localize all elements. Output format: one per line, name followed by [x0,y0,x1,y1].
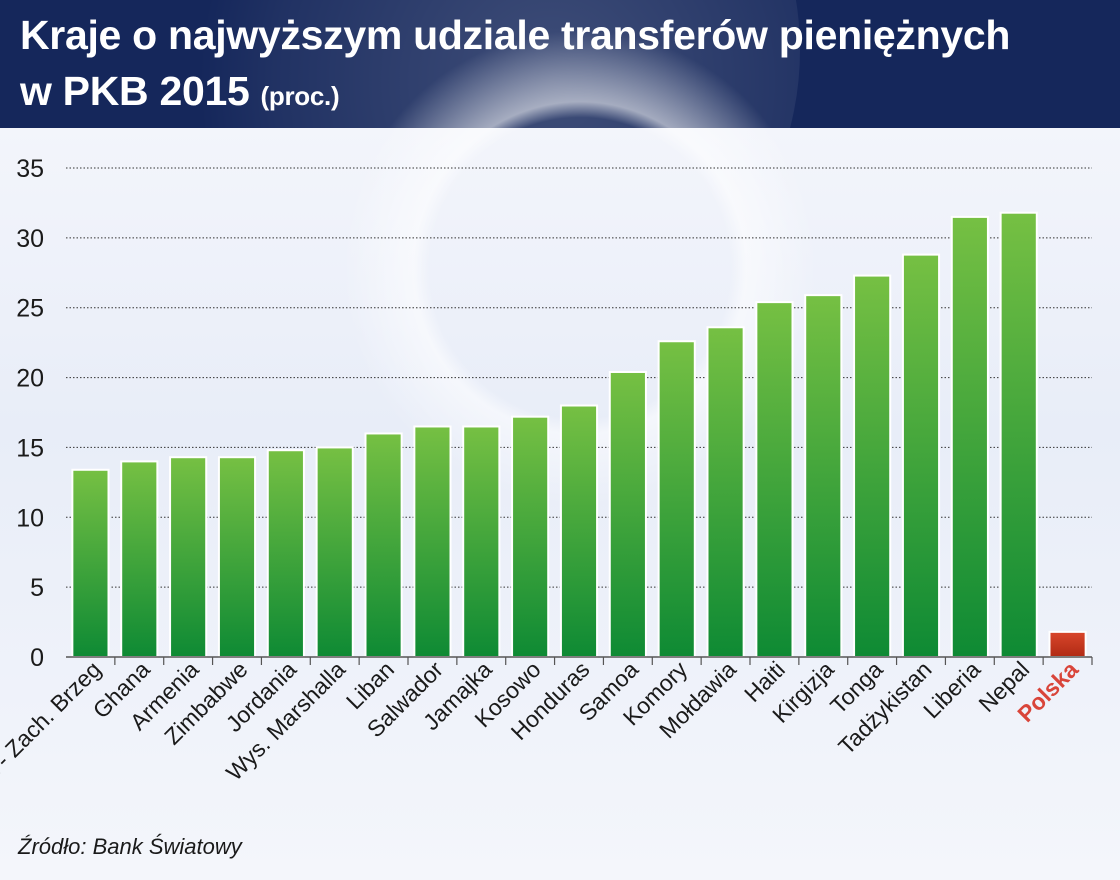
bar-tadżykistan [901,253,941,658]
bar-kirgizja [804,294,843,658]
bar-komory [657,340,696,658]
y-tick-label: 25 [16,295,44,323]
bar-nepal [999,211,1038,659]
bar-salwador [413,425,452,658]
y-axis-tick-labels: 0 5 10 15 20 25 30 35 [16,155,44,672]
y-tick-label: 0 [30,644,44,672]
y-tick-label: 15 [16,434,44,462]
bar-gaza-zach-brzeg [71,468,110,659]
bar-honduras [559,404,599,658]
x-tick-label: Liberia [918,656,985,723]
bar-jordania [266,449,305,659]
chart-title-main: w PKB 2015 [20,68,250,114]
bar-haiti [755,301,794,658]
y-tick-label: 20 [16,365,44,393]
y-tick-label: 10 [16,504,44,532]
bar-jamajka [462,425,501,658]
bar-zimbabwe [217,456,257,658]
chart-title-line-2: w PKB 2015 (proc.) [20,68,340,115]
bars [71,211,1087,659]
bar-samoa [608,370,647,658]
x-axis [66,656,1093,665]
bar-armenia [169,456,208,658]
x-tick-label: Gaza - Zach. Brzeg [0,656,106,815]
chart-title-unit: (proc.) [260,81,340,111]
source-note: Źródło: Bank Światowy [18,834,242,859]
y-tick-label: 5 [30,574,44,602]
bar-liban [364,432,403,659]
x-axis-tick-labels: Gaza - Zach. BrzegGhanaArmeniaZimbabweJo… [0,656,1083,816]
bar-ghana [120,460,159,658]
y-tick-label: 35 [16,155,44,183]
bar-wys-marshalla [315,446,354,658]
bar-liberia [950,215,989,658]
bar-polska [1048,630,1087,659]
bar-kosowo [511,415,550,659]
y-tick-label: 30 [16,225,44,253]
bar-tonga [853,274,892,658]
bar-mołdawia [706,326,745,658]
